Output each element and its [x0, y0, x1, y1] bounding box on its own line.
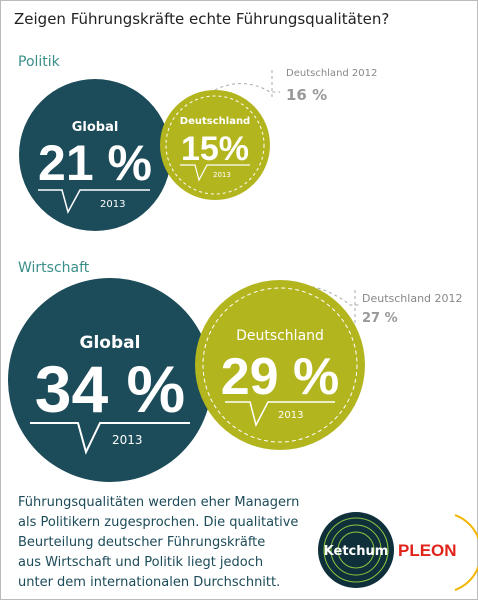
section-label: Politik — [18, 54, 61, 70]
connector — [299, 284, 360, 306]
logo-text: Ketchum — [324, 544, 389, 559]
global-bubble — [8, 278, 212, 482]
ketchum-logo: Ketchum — [318, 512, 394, 588]
bubble-value: 29 % — [221, 348, 340, 406]
previous-value: 16 % — [286, 86, 327, 104]
previous-label: Deutschland 2012 — [286, 68, 377, 79]
bubble-label: Deutschland — [180, 116, 250, 127]
logo-text: PLEON — [398, 541, 457, 560]
germany-bubble — [160, 90, 270, 200]
footer-line: unter dem internationalen Durchschnitt. — [18, 575, 280, 590]
global-bubble — [19, 79, 171, 231]
germany-ring — [165, 95, 265, 195]
pleon-arc — [454, 514, 478, 591]
footer-line: aus Wirtschaft und Politik liegt jedoch — [18, 555, 263, 570]
bubble-year: 2013 — [278, 410, 303, 421]
footer-line: Führungsqualitäten werden eher Managern — [18, 495, 299, 510]
germany-ring — [202, 287, 358, 443]
bubble-label: Deutschland — [236, 328, 324, 344]
germany-bubble — [195, 280, 365, 450]
bubble-value: 34 % — [35, 352, 185, 426]
connector — [214, 83, 280, 93]
bubble-year: 2013 — [100, 199, 125, 210]
footer-line: als Politikern zugesprochen. Die qualita… — [18, 515, 298, 530]
bubble-value: 15% — [181, 130, 249, 168]
bubble-label: Global — [80, 333, 141, 353]
title: Zeigen Führungskräfte echte Führungsqual… — [14, 10, 389, 28]
previous-label: Deutschland 2012 — [362, 292, 463, 305]
speech-tail — [225, 401, 335, 428]
speech-tail — [38, 189, 150, 214]
speech-tail — [180, 164, 250, 182]
bubble-value: 21 % — [38, 135, 152, 191]
speech-tail — [30, 422, 190, 455]
bubble-year: 2013 — [213, 171, 231, 179]
previous-value: 27 % — [362, 311, 398, 326]
footer-line: Beurteilung deutscher Führungskräfte — [18, 535, 265, 550]
bubble-year: 2013 — [112, 433, 143, 447]
bubble-label: Global — [72, 120, 119, 135]
section-label: Wirtschaft — [18, 260, 90, 276]
